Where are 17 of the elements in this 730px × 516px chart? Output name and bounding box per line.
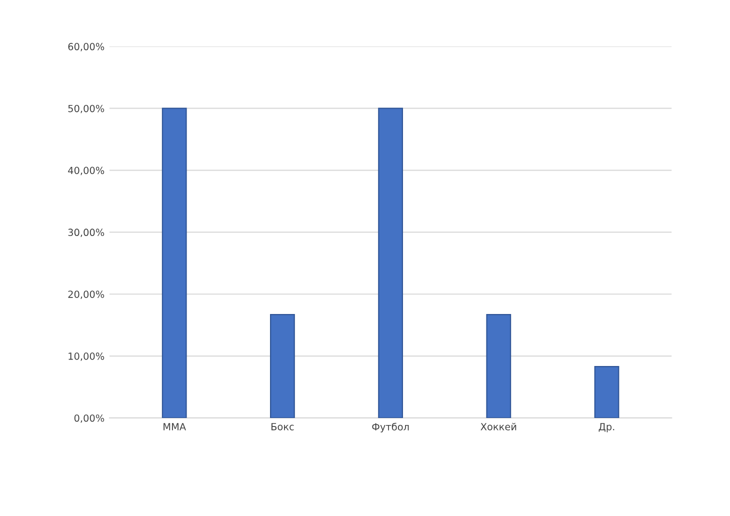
bar — [594, 366, 620, 418]
x-tick-label: Др. — [598, 423, 614, 432]
x-tick-label: MMA — [164, 423, 186, 430]
bar — [162, 108, 187, 418]
y-tick-label: 0,00% — [74, 414, 104, 423]
bar — [378, 108, 403, 418]
y-tick-label: 20,00% — [68, 290, 104, 299]
x-tick-label: Бокс — [271, 423, 294, 430]
y-tick-label: 50,00% — [68, 104, 104, 114]
y-tick-label: 10,00% — [68, 352, 104, 361]
x-tick-label: Футбол — [372, 422, 409, 432]
y-tick-label: 30,00% — [68, 228, 104, 238]
bar — [486, 314, 512, 418]
bar — [270, 314, 295, 418]
y-tick-label: 40,00% — [68, 166, 104, 176]
y-tick-label: 60,00% — [68, 42, 104, 52]
x-tick-label: Хоккей — [480, 422, 516, 430]
